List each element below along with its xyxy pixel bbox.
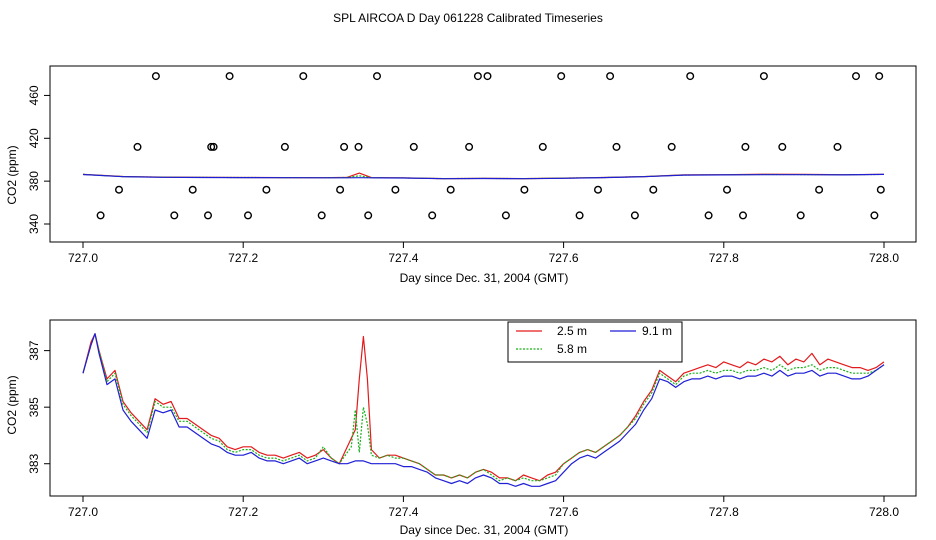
scatter-point	[686, 72, 695, 81]
scatter-point	[520, 185, 529, 194]
scatter-point	[114, 185, 123, 194]
scatter-point	[796, 211, 805, 220]
scatter-point	[280, 142, 289, 151]
scatter-point	[188, 185, 197, 194]
scatter-point	[723, 185, 732, 194]
series-line-9-1-m	[82, 173, 885, 180]
top-plot-marks	[82, 72, 885, 220]
top-y-tick-label: 380	[27, 171, 41, 191]
scatter-point	[630, 211, 639, 220]
scatter-point	[409, 142, 418, 151]
scatter-point	[446, 185, 455, 194]
scatter-point	[612, 142, 621, 151]
legend-label-2-5m: 2.5 m	[557, 324, 587, 338]
scatter-point	[133, 142, 142, 151]
bottom-x-tick-label: 727.2	[228, 505, 258, 519]
bottom-plot-frame	[49, 319, 917, 497]
top-x-tick-label: 728.0	[869, 251, 899, 265]
scatter-point	[649, 185, 658, 194]
scatter-point	[262, 185, 271, 194]
scatter-point	[594, 185, 603, 194]
scatter-point	[225, 72, 234, 81]
scatter-point	[317, 211, 326, 220]
bottom-x-tick-label: 727.4	[388, 505, 418, 519]
legend-box	[507, 321, 683, 363]
series-line-2-5-m	[82, 333, 885, 482]
series-line-5-8-m	[82, 333, 885, 482]
legend-label-9-1m: 9.1 m	[642, 324, 672, 338]
scatter-point	[557, 72, 566, 81]
scatter-point	[875, 72, 884, 81]
scatter-point	[704, 211, 713, 220]
scatter-point	[667, 142, 676, 151]
scatter-point	[815, 185, 824, 194]
scatter-point	[391, 185, 400, 194]
top-x-axis-label: Day since Dec. 31, 2004 (GMT)	[400, 271, 569, 285]
legend: 2.5 m 5.8 m 9.1 m	[507, 321, 683, 363]
bottom-y-axis-label: CO2 (ppm)	[5, 375, 19, 434]
bottom-y-tick-label: 385	[27, 397, 41, 417]
top-x-tick-label: 727.6	[549, 251, 579, 265]
scatter-point	[465, 142, 474, 151]
scatter-point	[759, 72, 768, 81]
scatter-point	[741, 142, 750, 151]
scatter-point	[364, 211, 373, 220]
chart-title: SPL AIRCOA D Day 061228 Calibrated Times…	[333, 11, 603, 25]
scatter-point	[336, 185, 345, 194]
top-panel: 727.0 727.2 727.4 727.6 727.8 728.0 340 380 420…	[5, 65, 917, 285]
scatter-point	[778, 142, 787, 151]
scatter-point	[473, 72, 482, 81]
top-x-axis: 727.0 727.2 727.4 727.6 727.8 728.0	[68, 242, 899, 265]
top-plot-frame	[49, 65, 917, 243]
scatter-point	[299, 72, 308, 81]
scatter-point	[870, 211, 879, 220]
scatter-point	[852, 72, 861, 81]
top-x-tick-label: 727.4	[388, 251, 418, 265]
scatter-point	[739, 211, 748, 220]
scatter-point	[207, 142, 216, 151]
series-line-9-1-m	[82, 333, 885, 487]
bottom-x-tick-label: 727.0	[68, 505, 98, 519]
top-y-tick-label: 420	[27, 128, 41, 148]
bottom-y-axis: 383 385 387	[27, 340, 50, 474]
bottom-x-tick-label: 727.8	[709, 505, 739, 519]
scatter-point	[354, 142, 363, 151]
scatter-point	[876, 185, 885, 194]
bottom-x-tick-label: 728.0	[869, 505, 899, 519]
scatter-point	[538, 142, 547, 151]
scatter-point	[428, 211, 437, 220]
scatter-point	[243, 211, 252, 220]
bottom-panel: 727.0 727.2 727.4 727.6 727.8 728.0 383 385 387…	[5, 319, 917, 537]
scatter-point	[833, 142, 842, 151]
bottom-y-tick-label: 387	[27, 340, 41, 360]
top-x-tick-label: 727.0	[68, 251, 98, 265]
bottom-y-tick-label: 383	[27, 453, 41, 473]
top-y-tick-label: 340	[27, 214, 41, 234]
scatter-point	[340, 142, 349, 151]
scatter-point	[483, 72, 492, 81]
bottom-x-tick-label: 727.6	[549, 505, 579, 519]
top-y-tick-label: 460	[27, 85, 41, 105]
scatter-point	[373, 72, 382, 81]
scatter-point	[151, 72, 160, 81]
scatter-point	[501, 211, 510, 220]
scatter-point	[606, 72, 615, 81]
scatter-point	[575, 211, 584, 220]
scatter-point	[203, 211, 212, 220]
bottom-x-axis-label: Day since Dec. 31, 2004 (GMT)	[400, 523, 569, 537]
top-y-axis-label: CO2 (ppm)	[5, 145, 19, 204]
bottom-plot-marks	[82, 333, 885, 487]
bottom-x-axis: 727.0 727.2 727.4 727.6 727.8 728.0	[68, 496, 899, 519]
top-x-tick-label: 727.8	[709, 251, 739, 265]
top-y-axis: 340 380 420 460	[27, 85, 50, 234]
top-x-tick-label: 727.2	[228, 251, 258, 265]
scatter-point	[170, 211, 179, 220]
scatter-point	[209, 142, 218, 151]
legend-label-5-8m: 5.8 m	[557, 342, 587, 356]
scatter-point	[96, 211, 105, 220]
